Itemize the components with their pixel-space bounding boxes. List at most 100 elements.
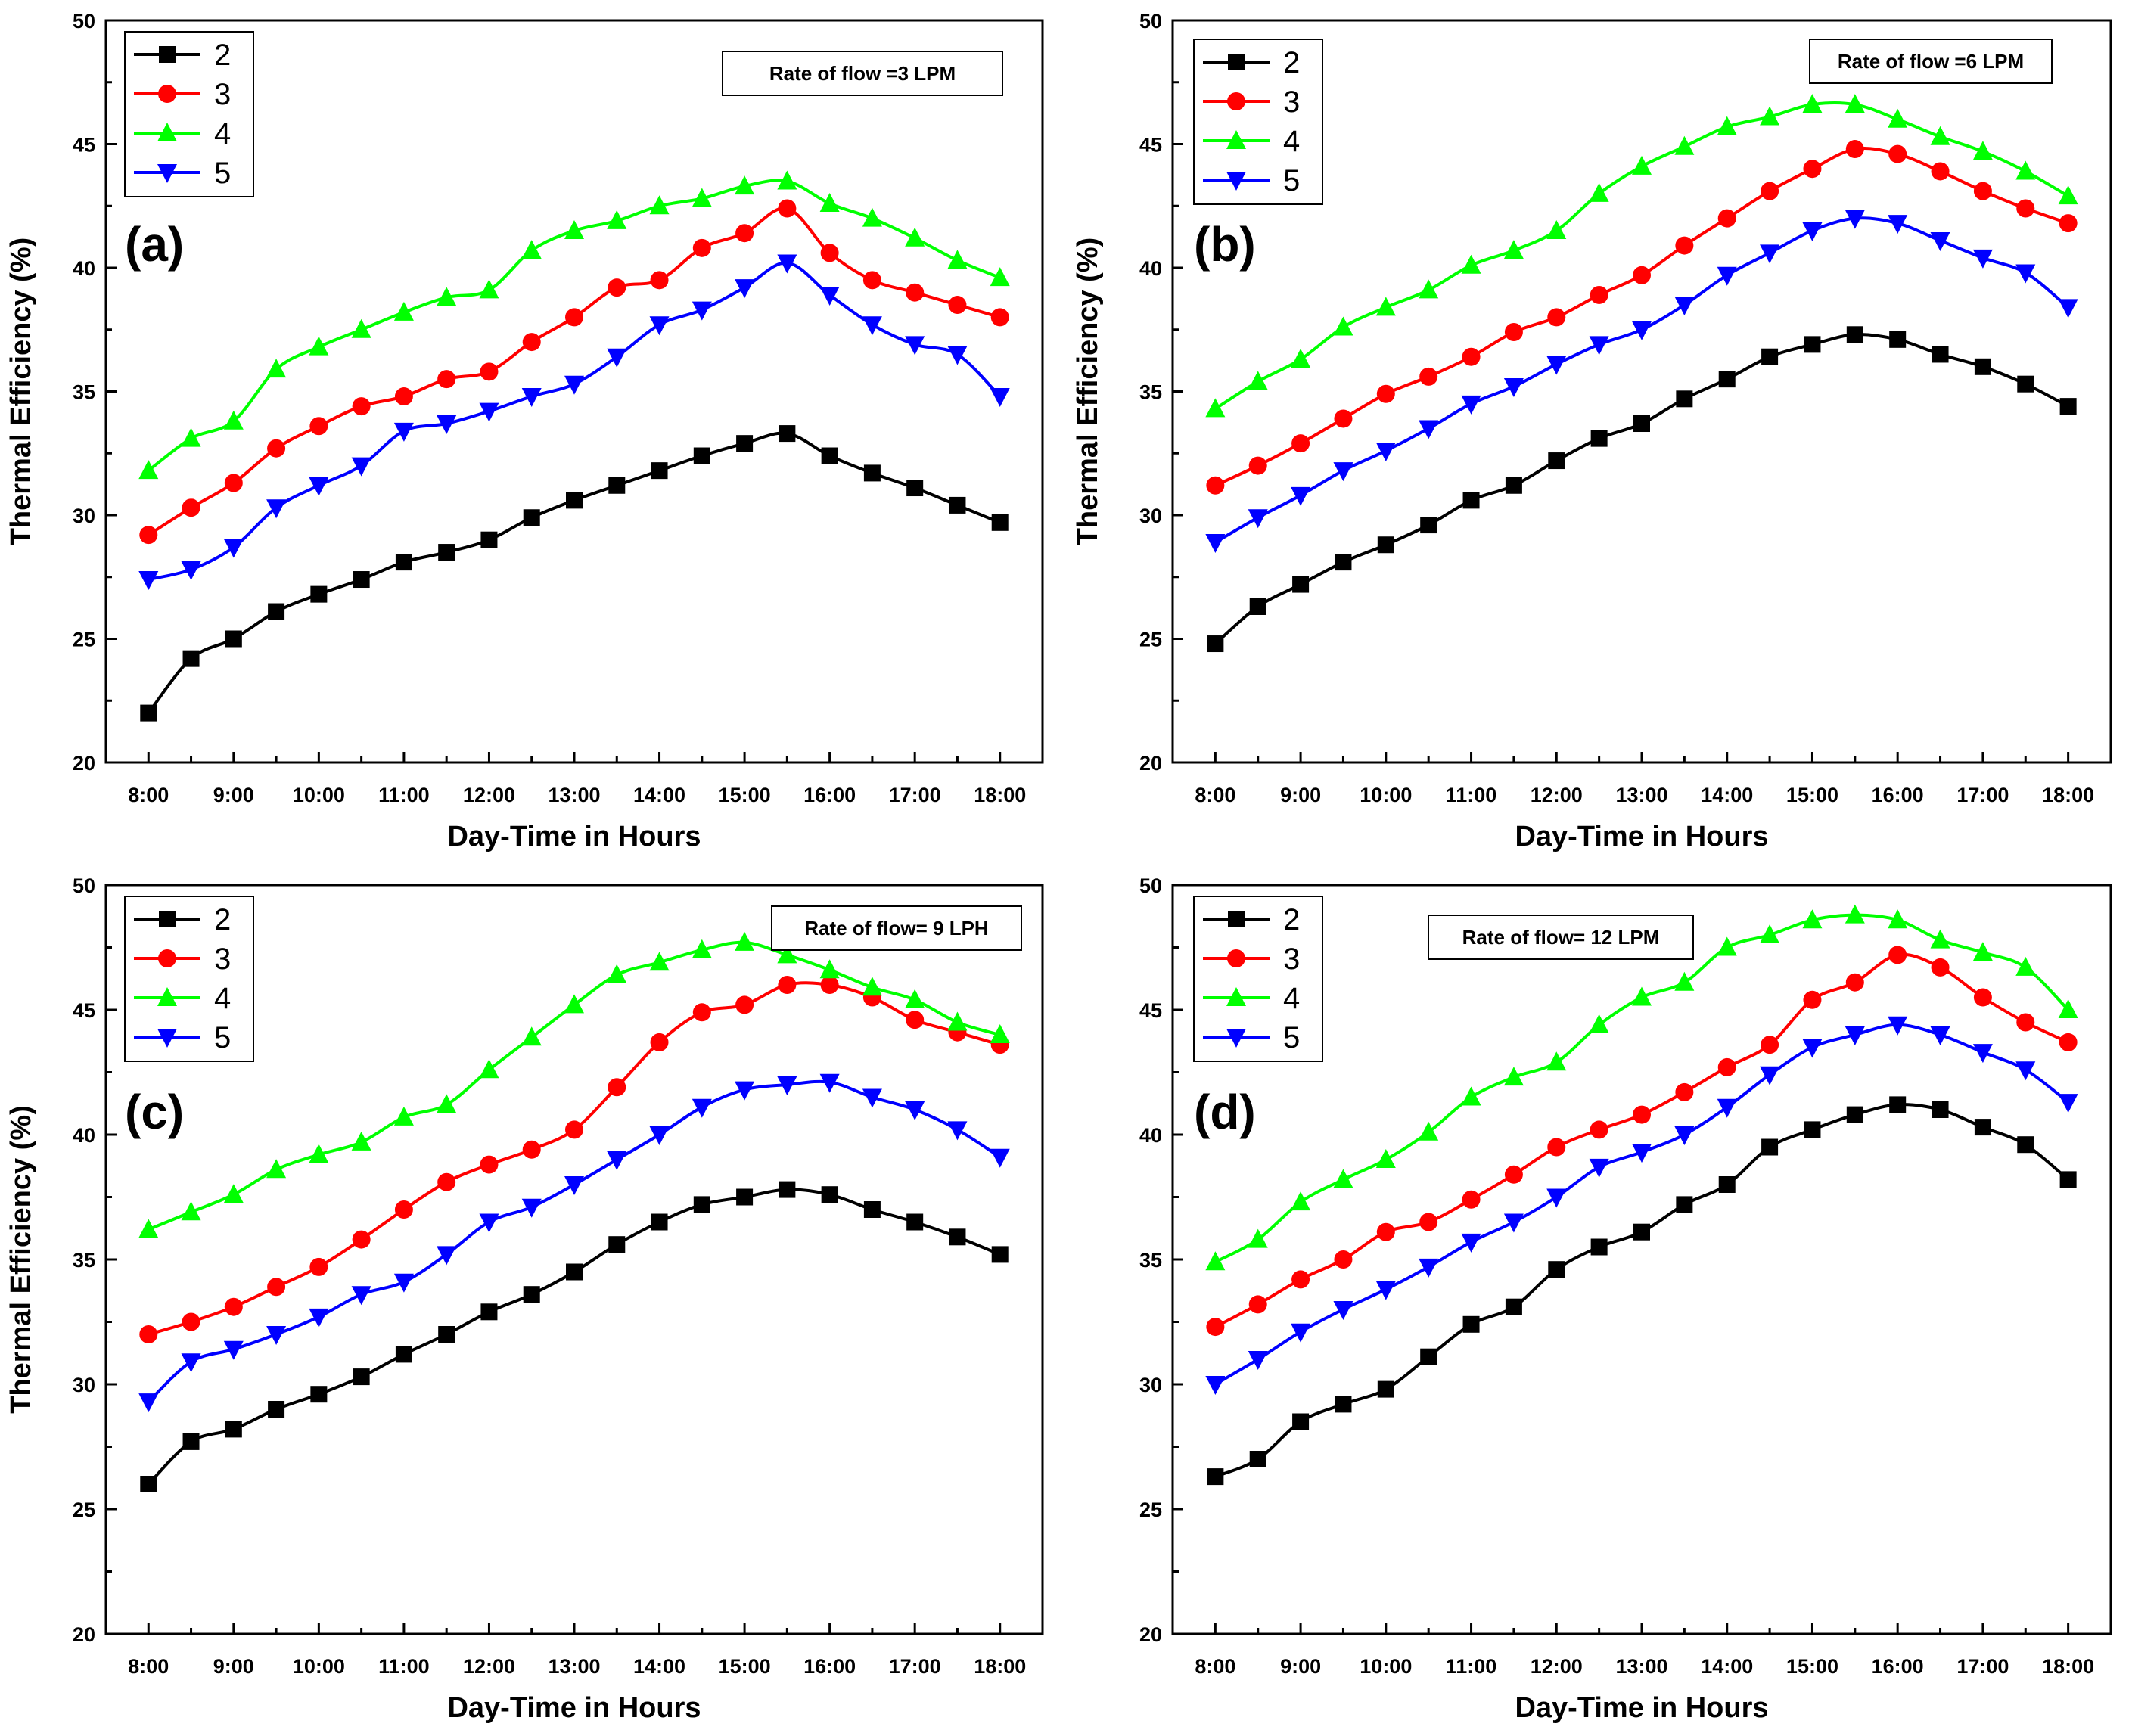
y-tick-label: 25	[1139, 629, 1162, 651]
data-point	[138, 571, 159, 591]
data-point	[650, 271, 669, 290]
data-point	[608, 1078, 626, 1097]
y-tick-label: 40	[73, 257, 95, 280]
data-point	[437, 1094, 457, 1113]
x-tick-label: 12:00	[463, 1655, 515, 1678]
data-point	[1932, 346, 1949, 363]
x-axis-title: Day-Time in Hours	[447, 821, 701, 852]
data-point	[990, 1024, 1010, 1043]
data-point	[649, 952, 670, 971]
data-point	[1674, 297, 1695, 316]
data-point	[437, 370, 456, 389]
data-point	[1632, 155, 1652, 175]
data-point	[990, 267, 1010, 287]
data-point	[1972, 249, 1993, 269]
data-point	[947, 1121, 968, 1141]
legend-marker	[1226, 172, 1246, 191]
data-point	[607, 348, 627, 368]
data-point	[1461, 1233, 1481, 1253]
data-point	[1633, 1105, 1651, 1124]
x-tick-label: 15:00	[719, 1655, 771, 1678]
data-point	[862, 207, 882, 227]
legend-label: 3	[1283, 943, 1300, 976]
data-point	[692, 238, 711, 257]
y-tick-label: 30	[1139, 505, 1162, 527]
data-point	[1589, 336, 1609, 356]
data-point	[1802, 222, 1823, 241]
legend-marker	[1226, 987, 1246, 1006]
data-point	[181, 427, 201, 447]
data-point	[1248, 509, 1268, 529]
y-tick-label: 45	[1139, 999, 1162, 1022]
series-4	[1205, 904, 2078, 1271]
x-tick-label: 13:00	[1615, 784, 1667, 806]
y-tick-label: 30	[73, 1374, 95, 1396]
data-point	[948, 296, 967, 315]
legend-marker	[1228, 911, 1245, 927]
series-4	[138, 931, 1010, 1238]
data-point	[862, 316, 882, 336]
panel-label: (d)	[1194, 1085, 1256, 1139]
data-point	[352, 397, 371, 416]
data-point	[267, 439, 286, 458]
data-point	[1972, 942, 1993, 961]
legend-label: 4	[1283, 982, 1300, 1015]
y-tick-label: 20	[73, 752, 95, 775]
data-point	[777, 944, 797, 964]
data-point	[1248, 1228, 1268, 1248]
y-axis-title: Thermal Efficiency (%)	[5, 238, 37, 546]
legend-marker	[1227, 949, 1245, 967]
series-3	[1206, 946, 2078, 1337]
data-point	[1291, 1191, 1311, 1211]
data-point	[607, 210, 627, 229]
data-point	[437, 287, 457, 306]
legend-marker	[1226, 1029, 1246, 1048]
y-tick-label: 35	[1139, 1249, 1162, 1272]
data-point	[905, 227, 925, 247]
data-point	[1676, 1196, 1693, 1213]
data-point	[692, 301, 712, 321]
data-point	[906, 480, 924, 497]
data-point	[1845, 210, 1865, 229]
data-point	[521, 388, 542, 408]
data-point	[1675, 236, 1694, 255]
series-5	[138, 1073, 1010, 1413]
data-point	[310, 1386, 328, 1403]
x-tick-label: 15:00	[1786, 1655, 1838, 1678]
data-point	[1205, 398, 1226, 418]
x-tick-label: 8:00	[1195, 784, 1235, 806]
data-point	[393, 301, 414, 321]
data-point	[1375, 442, 1396, 461]
data-point	[1419, 279, 1439, 299]
legend-label: 2	[214, 39, 231, 72]
data-point	[437, 1246, 457, 1266]
legend-marker	[1227, 92, 1245, 110]
data-point	[479, 1059, 499, 1079]
series-4	[138, 170, 1010, 480]
x-tick-label: 8:00	[128, 784, 169, 806]
data-point	[1931, 958, 1950, 977]
series-2	[1207, 1096, 2077, 1486]
x-tick-label: 17:00	[889, 1655, 941, 1678]
data-point	[1846, 1106, 1863, 1123]
data-point	[1333, 1169, 1353, 1188]
data-point	[522, 1140, 541, 1159]
x-axis-title: Day-Time in Hours	[1515, 1692, 1768, 1724]
x-tick-label: 11:00	[1446, 1655, 1497, 1678]
x-tick-label: 15:00	[1786, 784, 1838, 806]
y-tick-label: 20	[1139, 752, 1162, 775]
data-point	[266, 359, 287, 378]
legend-label: 5	[1283, 1021, 1300, 1054]
x-tick-label: 8:00	[128, 1655, 169, 1678]
data-point	[649, 1126, 670, 1145]
flow-rate-box	[1809, 39, 2053, 84]
flow-rate-box	[722, 51, 1003, 96]
legend-label: 2	[1283, 903, 1300, 936]
data-point	[1420, 517, 1437, 534]
data-point	[863, 1201, 881, 1218]
data-point	[1590, 285, 1608, 304]
data-point	[1973, 988, 1992, 1007]
data-point	[1804, 1121, 1821, 1138]
y-tick-label: 30	[1139, 1374, 1162, 1396]
y-tick-label: 50	[1139, 874, 1162, 897]
